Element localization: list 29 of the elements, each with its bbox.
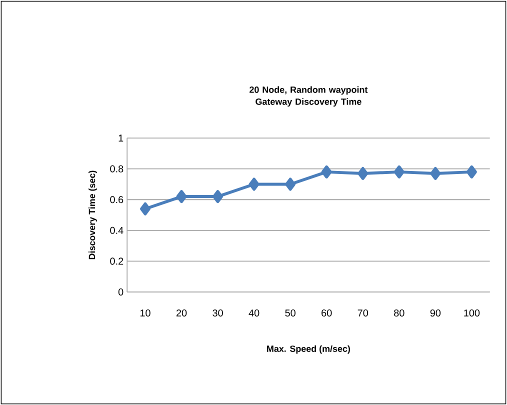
- point: [358, 166, 368, 180]
- point: [248, 178, 260, 191]
- x-tick-label: 60: [322, 309, 332, 316]
- point: [285, 178, 296, 191]
- point: [430, 166, 441, 180]
- x-tick-label: 70: [358, 309, 368, 316]
- x-tick-label: 20: [176, 309, 187, 316]
- point: [321, 165, 332, 178]
- x-tick-label: 30: [212, 309, 223, 316]
- y-tick-label: 0: [118, 288, 124, 296]
- point: [466, 165, 477, 178]
- x-tick-label: 10: [140, 309, 150, 316]
- chart-title: 20 Node, Random waypoint Gateway Discovery Time: [250, 86, 368, 107]
- x-tick-label: 40: [248, 309, 260, 316]
- point: [394, 165, 404, 178]
- x-tick-label: 100: [464, 309, 480, 316]
- x-tick-label: 90: [430, 309, 441, 316]
- y-tick-label: 0.6: [110, 196, 124, 204]
- y-axis-title: Discovery Time (sec): [88, 170, 97, 260]
- point: [176, 190, 187, 204]
- y-tick-label: 0.8: [110, 165, 124, 172]
- x-axis-title: Max. Speed (m/sec): [267, 345, 350, 354]
- point: [212, 190, 224, 204]
- point: [140, 202, 150, 216]
- y-tick-label: 1: [118, 134, 124, 142]
- y-tick-label: 0.2: [110, 258, 124, 265]
- y-tick-label: 0.4: [110, 226, 124, 234]
- x-tick-label: 50: [285, 309, 296, 316]
- x-tick-label: 80: [394, 309, 404, 316]
